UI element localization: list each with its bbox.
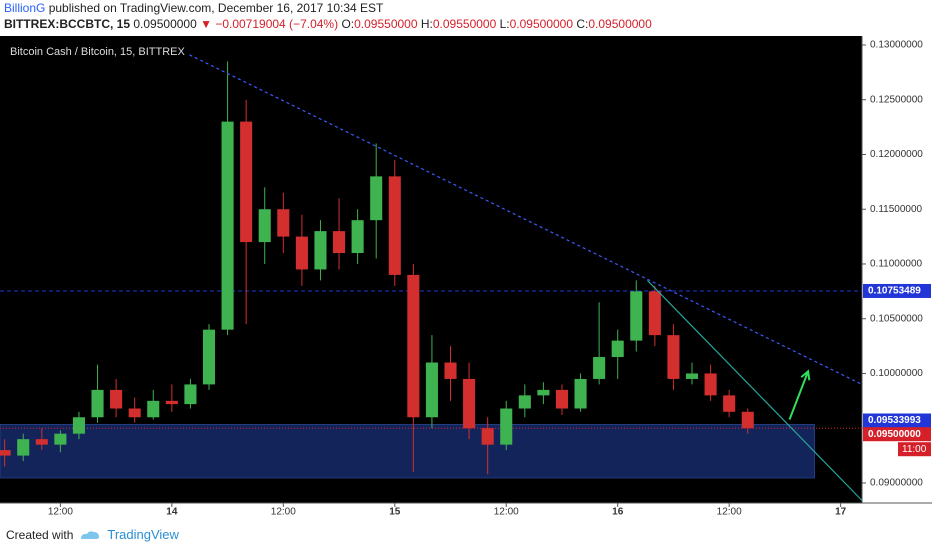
candle-body xyxy=(723,395,736,412)
candle-body xyxy=(704,373,717,396)
ohlc-label: L: xyxy=(499,17,510,31)
candle-body xyxy=(555,389,569,409)
symbol-line: BITTREX:BCCBTC, 15 0.09500000 ▼ −0.00719… xyxy=(4,16,928,32)
author[interactable]: BillionG xyxy=(4,1,46,15)
candle-body xyxy=(54,433,67,445)
trendline xyxy=(189,54,863,385)
chart: Bitcoin Cash / Bitcoin, 15, BITTREX 0.090… xyxy=(0,36,932,518)
candle-body xyxy=(630,291,643,341)
trendline xyxy=(646,279,863,501)
logo xyxy=(81,530,100,539)
candle-body xyxy=(165,400,178,405)
candle-body xyxy=(574,378,587,409)
countdown-box xyxy=(898,442,931,457)
last-price: 0.09500000 xyxy=(133,17,197,31)
candle-body xyxy=(221,121,234,330)
price-label: 0.10753489 xyxy=(868,286,921,297)
candle-body xyxy=(741,411,754,429)
y-tick-label: 0.12500000 xyxy=(870,94,923,105)
candle-body xyxy=(500,408,513,445)
header: BillionG published on TradingView.com, D… xyxy=(4,0,928,32)
candle-body xyxy=(648,291,661,336)
x-tick-label: 12:00 xyxy=(494,507,519,518)
x-tick-label: 12:00 xyxy=(271,507,296,518)
candle-body xyxy=(388,176,401,275)
publish-line: BillionG published on TradingView.com, D… xyxy=(4,0,928,16)
candle-body xyxy=(407,274,420,418)
ohlc-value: 0.09550000 xyxy=(354,17,418,31)
candle-body xyxy=(351,220,364,254)
y-tick-label: 0.10000000 xyxy=(870,368,923,379)
candle-body xyxy=(128,408,141,418)
candle-body xyxy=(314,231,327,270)
y-tick-label: 0.12000000 xyxy=(870,149,923,160)
candle-body xyxy=(463,378,476,429)
y-tick-label: 0.13000000 xyxy=(870,40,923,51)
footer: Created with TradingView xyxy=(6,527,179,542)
price-label: 0.09533993 xyxy=(868,415,921,426)
candle-body xyxy=(110,389,123,409)
y-tick-label: 0.10500000 xyxy=(870,313,923,324)
brand[interactable]: TradingView xyxy=(107,527,179,542)
x-tick-label: 14 xyxy=(166,507,178,518)
candle-body xyxy=(444,362,457,379)
symbol: BITTREX:BCCBTC, 15 xyxy=(4,17,131,31)
candle-body xyxy=(518,395,531,409)
arrow xyxy=(788,369,811,420)
candle-body xyxy=(333,231,346,254)
candle-body xyxy=(91,389,104,418)
ohlc-value: 0.09550000 xyxy=(432,17,497,31)
candle-body xyxy=(481,428,494,445)
price-label-box xyxy=(863,427,931,442)
chart-title: Bitcoin Cash / Bitcoin, 15, BITTREX xyxy=(10,46,186,58)
candle-body xyxy=(35,439,48,445)
change: ▼ −0.00719004 (−7.04%) xyxy=(200,17,339,31)
candle-body xyxy=(240,121,253,243)
candle-body xyxy=(685,373,699,379)
ohlc-label: C: xyxy=(576,17,589,31)
candle-body xyxy=(184,384,197,405)
candle-body xyxy=(611,340,624,358)
candle-body xyxy=(667,335,680,379)
created-with: Created with xyxy=(6,527,74,542)
countdown: 11:00 xyxy=(902,444,927,455)
x-tick-label: 12:00 xyxy=(48,507,73,518)
candle-body xyxy=(0,450,11,456)
y-tick-label: 0.11500000 xyxy=(870,204,923,215)
ohlc-label: O: xyxy=(341,17,355,31)
support-zone xyxy=(0,424,815,479)
candle-body xyxy=(537,389,550,396)
y-tick-label: 0.09000000 xyxy=(870,478,923,489)
y-tick-label: 0.11000000 xyxy=(870,259,923,270)
ohlc-label: H: xyxy=(420,17,433,31)
candle-body xyxy=(17,439,30,456)
candle-body xyxy=(370,176,383,221)
price-label-box xyxy=(863,413,931,428)
x-tick-label: 15 xyxy=(389,507,401,518)
x-tick-label: 16 xyxy=(612,507,624,518)
price-label-box xyxy=(863,283,931,298)
published: published on TradingView.com, December 1… xyxy=(48,1,384,15)
candle-body xyxy=(425,362,438,418)
candle-body xyxy=(72,417,85,434)
candle-body xyxy=(295,236,308,270)
ohlc-value: 0.09500000 xyxy=(509,17,574,31)
price-label: 0.09500000 xyxy=(868,429,921,440)
candle-body xyxy=(258,209,271,243)
x-tick-label: 12:00 xyxy=(717,507,742,518)
candle-body xyxy=(202,329,216,385)
candle-body xyxy=(593,357,606,379)
x-tick-label: 17 xyxy=(835,507,847,518)
ohlc-value: 0.09500000 xyxy=(588,17,652,31)
candle-body xyxy=(147,400,160,418)
candle-body xyxy=(277,209,290,237)
